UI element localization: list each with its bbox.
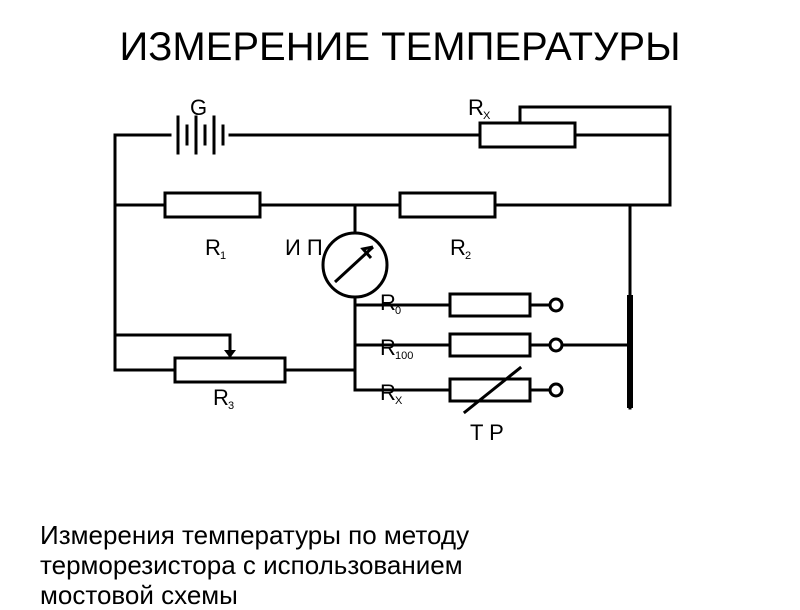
schematic-label-ip: И П — [285, 235, 323, 260]
page-title: ИЗМЕРЕНИЕ ТЕМПЕРАТУРЫ — [0, 25, 800, 70]
schematic-label-tr: T P — [470, 420, 504, 445]
schematic-label-r3: R — [213, 385, 229, 410]
schematic-label-r2-sub: 2 — [465, 250, 471, 262]
caption-line: Измерения температуры по методу — [40, 520, 469, 550]
schematic-label-r1-sub: 1 — [220, 250, 226, 262]
caption-line: терморезистора с использованием — [40, 550, 469, 580]
schematic-label-rxl-sub: X — [395, 395, 403, 407]
schematic-label-r2: R — [450, 235, 466, 260]
schematic-label-r0-sub: 0 — [395, 305, 401, 317]
schematic-label-rx-sub: X — [483, 110, 491, 122]
schematic-label-r0: R — [380, 290, 396, 315]
schematic-label-r100-sub: 100 — [395, 350, 413, 362]
circuit-diagram: GRXR1И ПR2R0R100RXR3T P — [100, 95, 720, 495]
schematic-label-r100: R — [380, 335, 396, 360]
schematic-label-r1: R — [205, 235, 221, 260]
schematic-label-rxl: R — [380, 380, 396, 405]
schematic-label-g: G — [190, 95, 207, 120]
schematic-label-r3-sub: 3 — [228, 400, 234, 412]
schematic-label-rx: R — [468, 95, 484, 120]
caption-line: мостовой схемы — [40, 580, 469, 610]
caption: Измерения температуры по методу терморез… — [40, 520, 469, 610]
